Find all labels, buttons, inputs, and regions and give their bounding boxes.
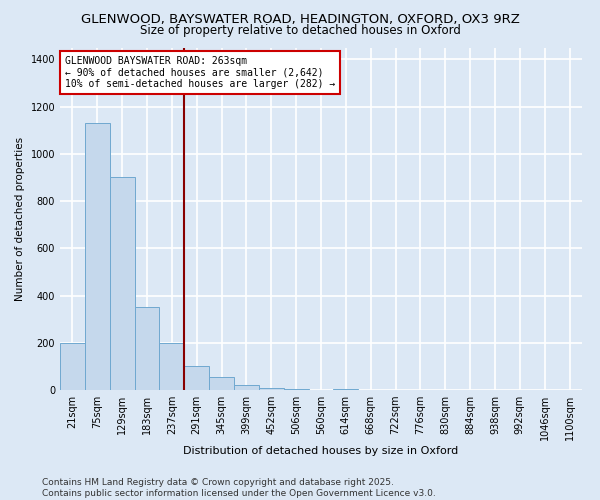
Bar	[60, 343, 85, 390]
Bar	[209, 377, 234, 390]
Y-axis label: Number of detached properties: Number of detached properties	[15, 136, 25, 301]
Bar	[184, 366, 209, 390]
X-axis label: Distribution of detached houses by size in Oxford: Distribution of detached houses by size …	[184, 446, 458, 456]
Bar	[110, 178, 134, 390]
Bar	[284, 389, 308, 390]
Bar	[160, 343, 184, 390]
Bar	[134, 308, 160, 390]
Text: GLENWOOD BAYSWATER ROAD: 263sqm
← 90% of detached houses are smaller (2,642)
10%: GLENWOOD BAYSWATER ROAD: 263sqm ← 90% of…	[65, 56, 335, 90]
Text: Size of property relative to detached houses in Oxford: Size of property relative to detached ho…	[140, 24, 460, 37]
Bar	[259, 388, 284, 390]
Bar	[85, 123, 110, 390]
Bar	[234, 386, 259, 390]
Text: Contains HM Land Registry data © Crown copyright and database right 2025.
Contai: Contains HM Land Registry data © Crown c…	[42, 478, 436, 498]
Bar	[334, 389, 358, 390]
Text: GLENWOOD, BAYSWATER ROAD, HEADINGTON, OXFORD, OX3 9RZ: GLENWOOD, BAYSWATER ROAD, HEADINGTON, OX…	[80, 12, 520, 26]
